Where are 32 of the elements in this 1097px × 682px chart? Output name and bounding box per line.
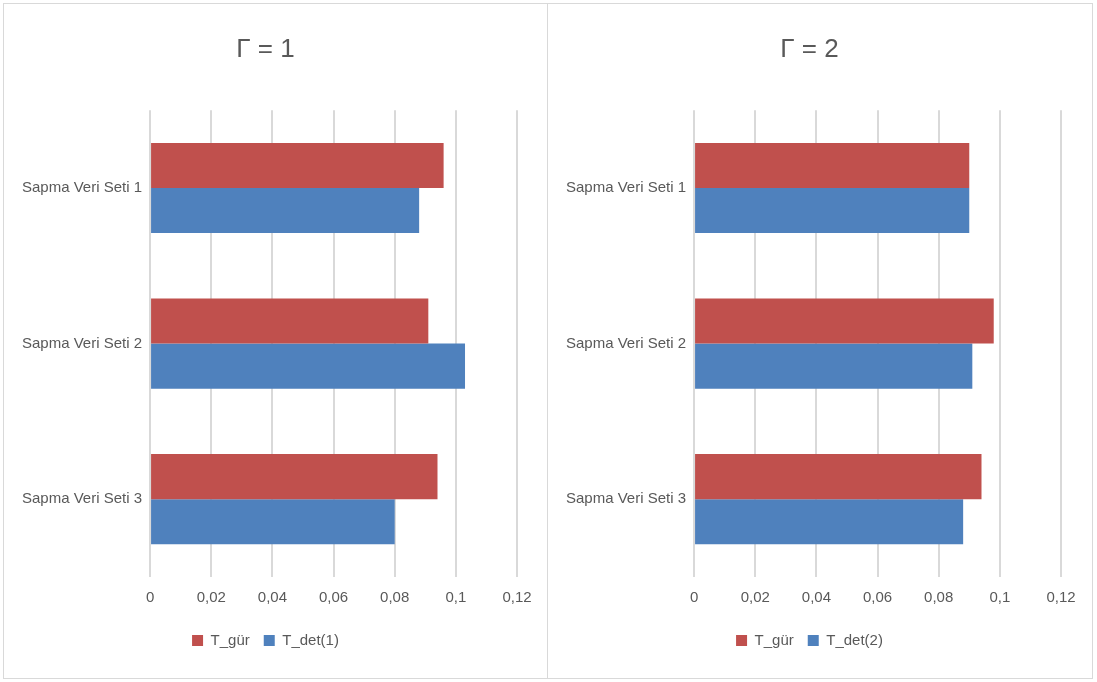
x-tick-label: 0,08 [380,588,410,606]
chart-title: Γ = 2 [780,32,839,63]
x-tick-label: 0,1 [445,588,467,606]
bar [695,142,970,188]
y-tick-label: Sapma Veri Seti 2 [565,333,687,351]
x-tick-label: 0 [689,588,699,606]
x-tick-label: 0,08 [924,588,954,606]
bar [695,454,982,500]
x-tick-label: 0,1 [989,588,1011,606]
x-tick-label: 0,06 [862,588,893,606]
x-tick-label: 0,06 [318,588,349,606]
legend-label: T_gür [754,630,794,648]
bar [695,298,994,344]
y-tick-label: Sapma Veri Seti 3 [565,489,687,507]
x-tick-label: 0,02 [740,588,770,606]
legend-label: T_gür [210,630,250,648]
y-tick-label: Sapma Veri Seti 3 [21,489,143,507]
chart-title: Γ = 1 [236,32,295,63]
bar [695,343,973,389]
legend-label: T_det(2) [826,630,883,648]
y-tick-label: Sapma Veri Seti 1 [565,178,687,196]
x-tick-label: 0,04 [801,588,831,606]
x-tick-label: 0,04 [257,588,287,606]
bar [695,499,964,545]
y-tick-label: Sapma Veri Seti 2 [21,333,143,351]
legend-label: T_det(1) [282,630,339,648]
x-tick-label: 0,12 [1046,588,1076,606]
bar [695,188,970,234]
y-tick-label: Sapma Veri Seti 1 [21,178,143,196]
x-tick-label: 0,12 [502,588,532,606]
x-tick-label: 0 [145,588,155,606]
x-tick-label: 0,02 [196,588,226,606]
